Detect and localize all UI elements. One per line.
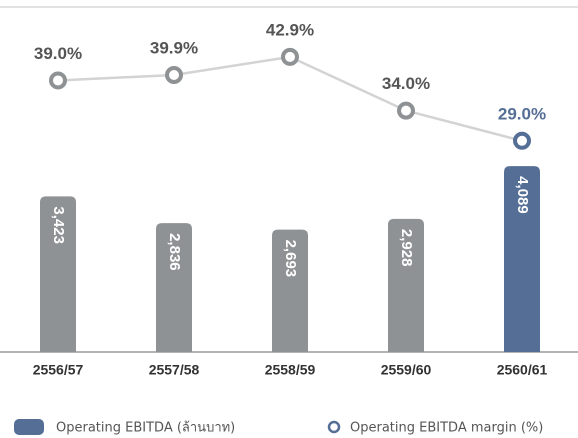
bar-value-label: 3,423 (50, 206, 67, 244)
bar (272, 229, 308, 352)
point-value-label: 34.0% (382, 74, 430, 93)
point-value-label: 39.0% (34, 44, 82, 63)
x-tick-label: 2560/61 (497, 362, 548, 378)
bar-value-label: 2,928 (398, 229, 415, 267)
bar (504, 166, 540, 352)
point-value-label: 29.0% (498, 104, 546, 123)
x-tick-label: 2558/59 (265, 362, 316, 378)
bar-value-label: 4,089 (514, 176, 531, 214)
bar-value-label: 2,836 (166, 233, 183, 271)
legend-label: Operating EBITDA (ล้านบาท) (56, 421, 235, 436)
x-tick-label: 2556/57 (33, 362, 84, 378)
x-tick-label: 2557/58 (149, 362, 200, 378)
legend-swatch-line (327, 420, 341, 434)
margin-point (49, 71, 67, 90)
point-value-label: 42.9% (266, 20, 314, 39)
bar (388, 218, 424, 352)
bar (156, 223, 192, 352)
bar-value-label: 2,693 (282, 240, 299, 278)
margin-point (397, 101, 415, 120)
margin-line (57, 55, 523, 143)
point-value-label: 39.9% (150, 39, 198, 58)
legend-swatch-bar (14, 419, 44, 435)
margin-point (513, 131, 531, 150)
x-tick-label: 2559/60 (381, 362, 432, 378)
bar (40, 196, 76, 352)
legend-label: Operating EBITDA margin (%) (350, 421, 543, 436)
margin-point (281, 47, 299, 66)
margin-point (165, 66, 183, 85)
